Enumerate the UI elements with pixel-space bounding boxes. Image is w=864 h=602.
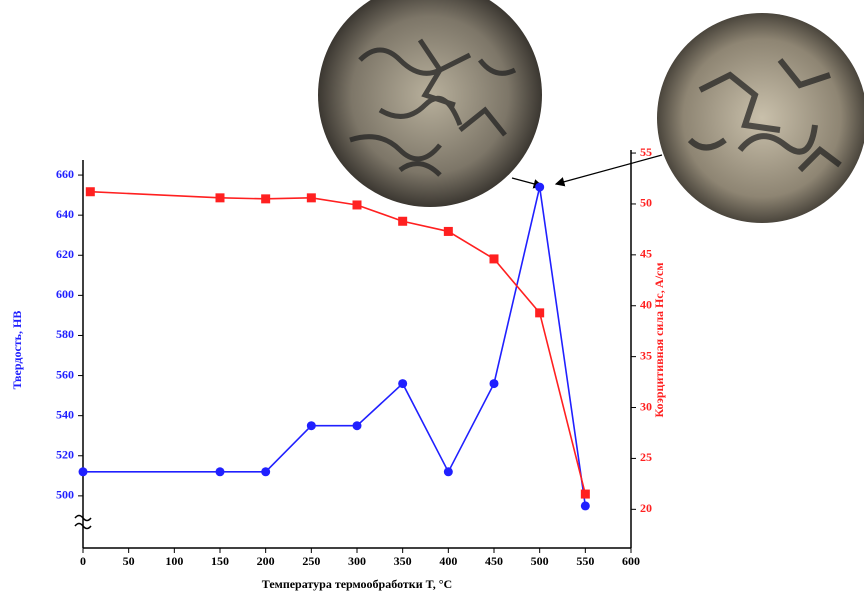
point bbox=[398, 217, 407, 226]
y-tick-label: 620 bbox=[56, 247, 74, 261]
micrograph-left bbox=[318, 0, 542, 207]
y-tick-label: 500 bbox=[56, 488, 74, 502]
y-tick-label: 540 bbox=[56, 407, 74, 421]
point bbox=[444, 227, 453, 236]
x-tick-label: 100 bbox=[165, 554, 183, 568]
point bbox=[581, 490, 590, 499]
point bbox=[307, 193, 316, 202]
point bbox=[353, 421, 362, 430]
x-tick-label: 150 bbox=[211, 554, 229, 568]
point bbox=[261, 467, 270, 476]
chart: Температура термообработки T, °C Твердос… bbox=[0, 0, 864, 597]
x-tick-label: 200 bbox=[257, 554, 275, 568]
point bbox=[535, 183, 544, 192]
point bbox=[444, 467, 453, 476]
x-tick-label: 50 bbox=[123, 554, 135, 568]
y2-tick-label: 25 bbox=[640, 450, 652, 464]
y-tick-label: 660 bbox=[56, 167, 74, 181]
series-line bbox=[83, 187, 585, 506]
y2-tick-label: 40 bbox=[640, 297, 652, 311]
y-tick-label: 520 bbox=[56, 448, 74, 462]
x-tick-label: 300 bbox=[348, 554, 366, 568]
y-tick-label: 640 bbox=[56, 207, 74, 221]
x-axis-label: Температура термообработки T, °C bbox=[262, 577, 452, 591]
y2-tick-label: 30 bbox=[640, 399, 652, 413]
x-tick-label: 500 bbox=[531, 554, 549, 568]
x-tick-label: 0 bbox=[80, 554, 86, 568]
point bbox=[216, 193, 225, 202]
arrow bbox=[556, 155, 662, 184]
point bbox=[535, 308, 544, 317]
y-tick-label: 580 bbox=[56, 327, 74, 341]
x-tick-label: 350 bbox=[394, 554, 412, 568]
point bbox=[216, 467, 225, 476]
x-tick-label: 550 bbox=[576, 554, 594, 568]
y2-axis-label: Коэрцитивная сила Hc, A/см bbox=[652, 262, 666, 417]
point bbox=[79, 467, 88, 476]
y-tick-label: 600 bbox=[56, 287, 74, 301]
y2-tick-label: 20 bbox=[640, 501, 652, 515]
y-axis-label: Твердость, HB bbox=[10, 311, 24, 390]
x-tick-label: 450 bbox=[485, 554, 503, 568]
y2-tick-label: 45 bbox=[640, 247, 652, 261]
point bbox=[398, 379, 407, 388]
point bbox=[261, 194, 270, 203]
point bbox=[307, 421, 316, 430]
point bbox=[353, 200, 362, 209]
x-tick-label: 400 bbox=[439, 554, 457, 568]
x-tick-label: 250 bbox=[302, 554, 320, 568]
point bbox=[490, 379, 499, 388]
point bbox=[86, 187, 95, 196]
point bbox=[581, 501, 590, 510]
x-tick-label: 600 bbox=[622, 554, 640, 568]
point bbox=[490, 254, 499, 263]
micrograph-right bbox=[657, 13, 864, 223]
y2-tick-label: 50 bbox=[640, 196, 652, 210]
y-tick-label: 560 bbox=[56, 367, 74, 381]
series-line bbox=[90, 192, 585, 494]
y2-tick-label: 35 bbox=[640, 348, 652, 362]
y2-tick-label: 55 bbox=[640, 145, 652, 159]
